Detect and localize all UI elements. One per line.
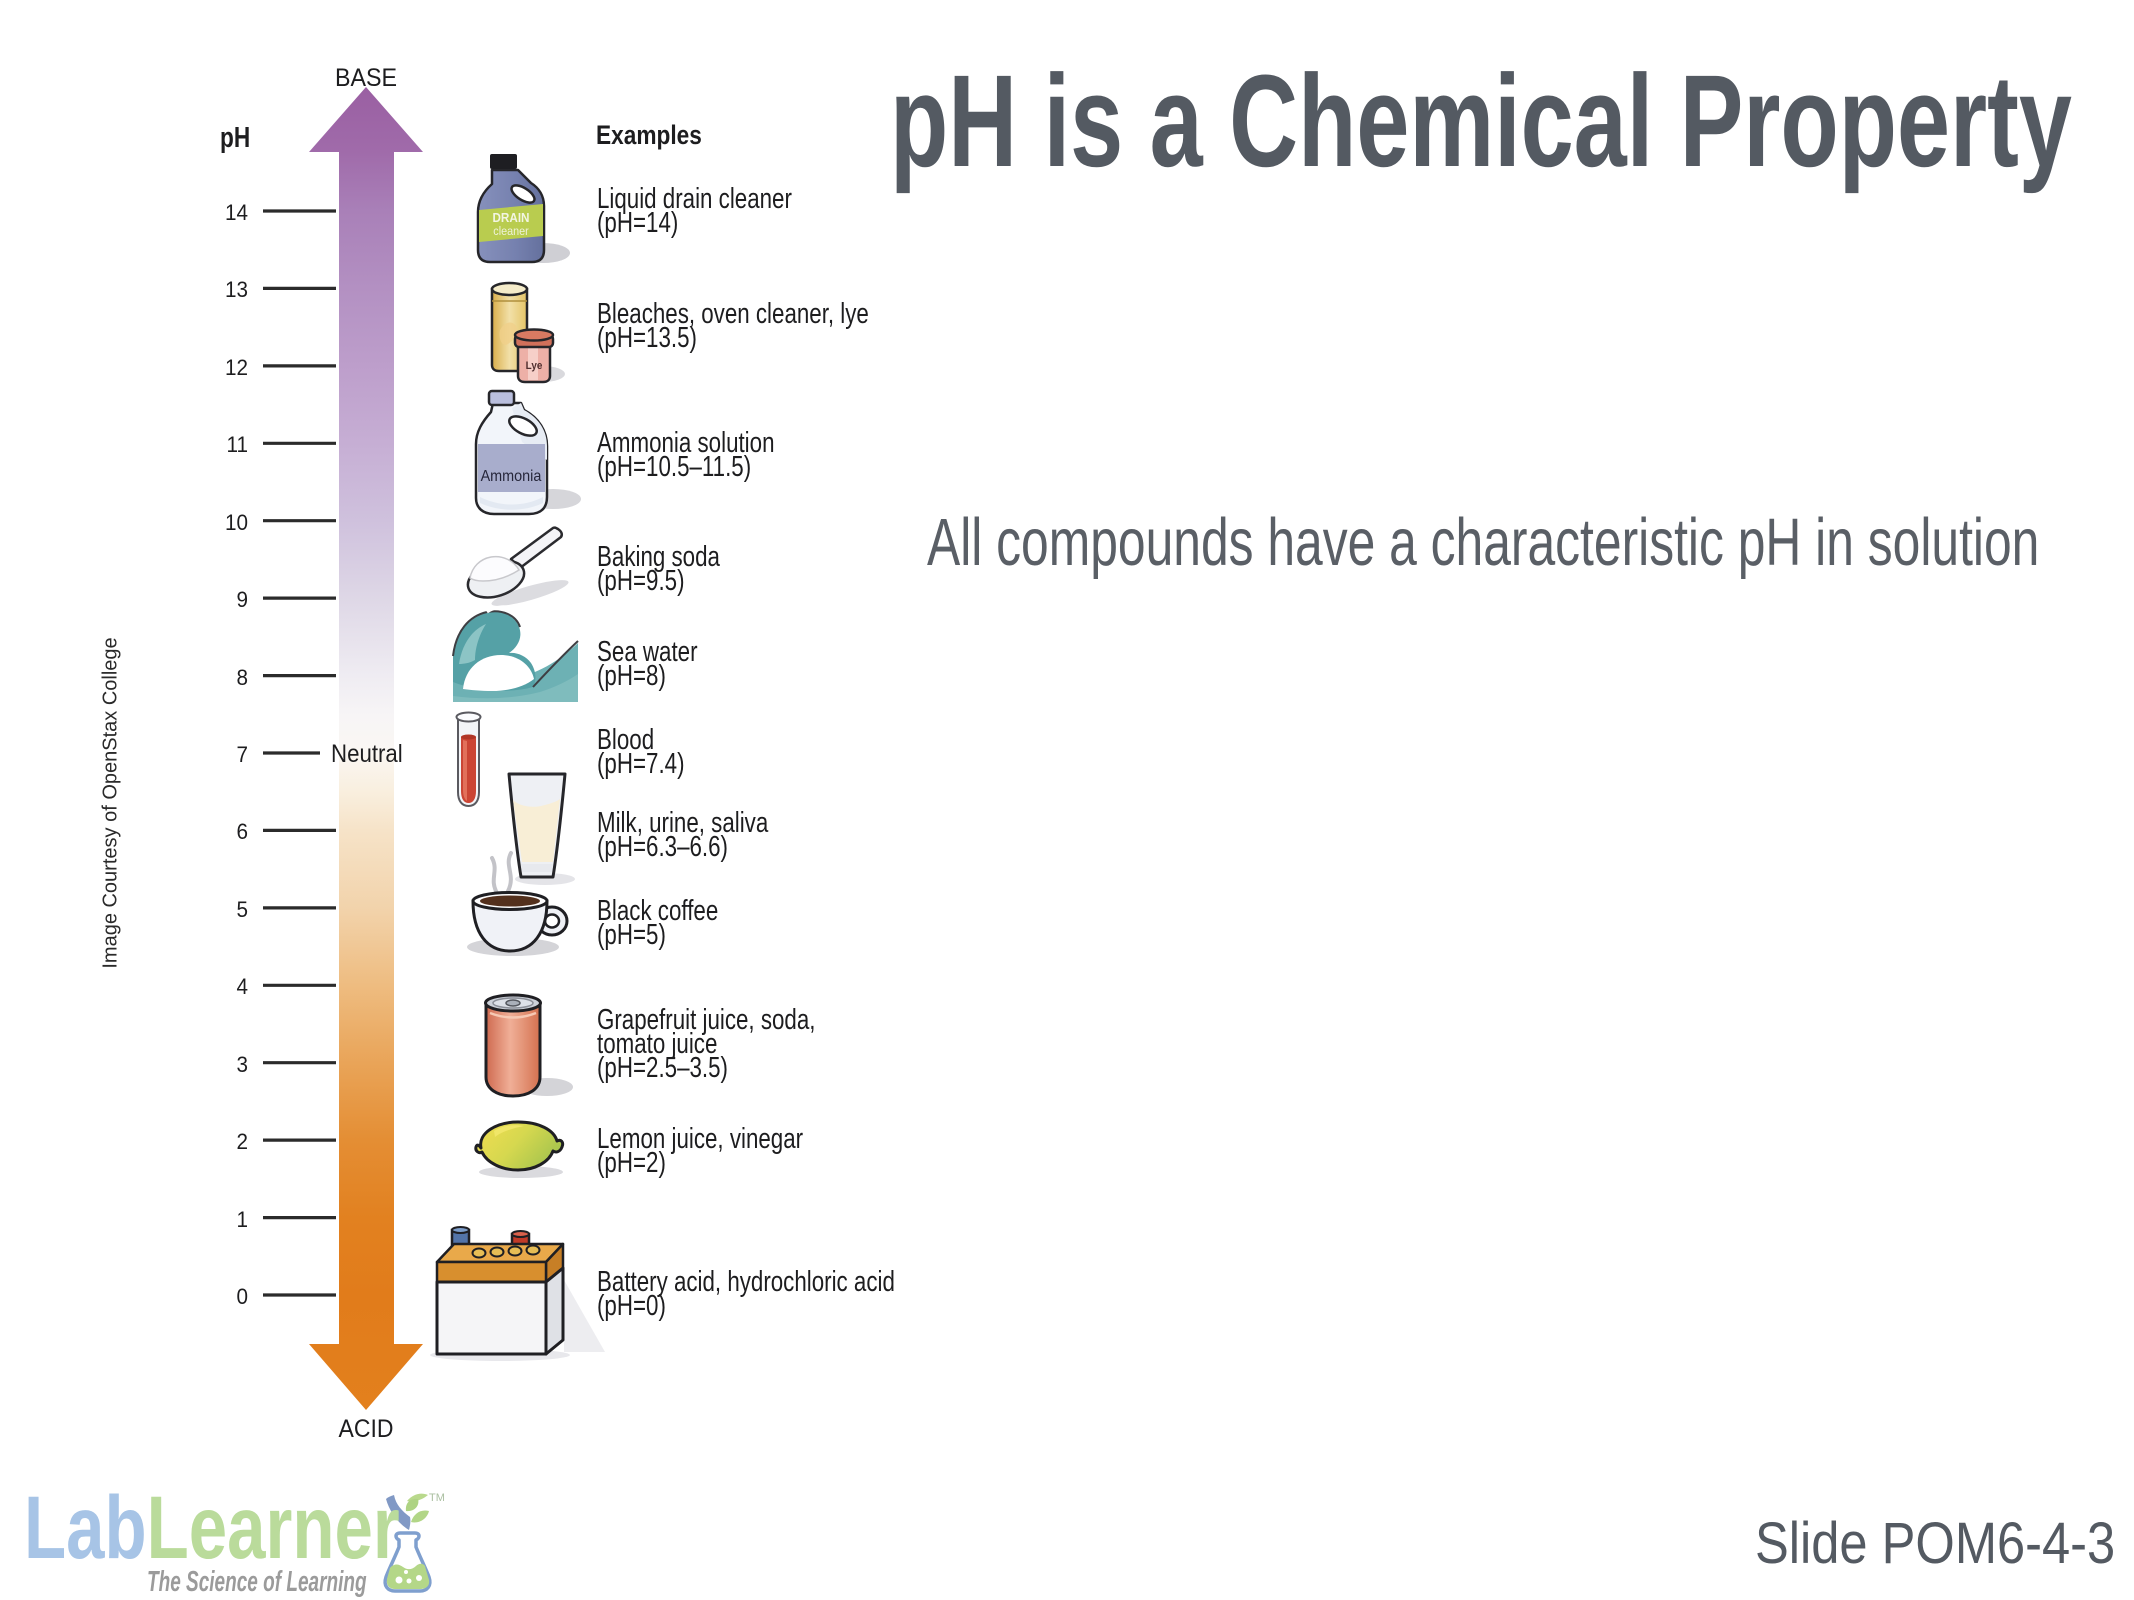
svg-text:Lye: Lye: [526, 361, 543, 373]
svg-text:Ammonia: Ammonia: [481, 467, 542, 485]
svg-text:cleaner: cleaner: [493, 226, 529, 239]
svg-text:DRAIN: DRAIN: [492, 210, 529, 225]
